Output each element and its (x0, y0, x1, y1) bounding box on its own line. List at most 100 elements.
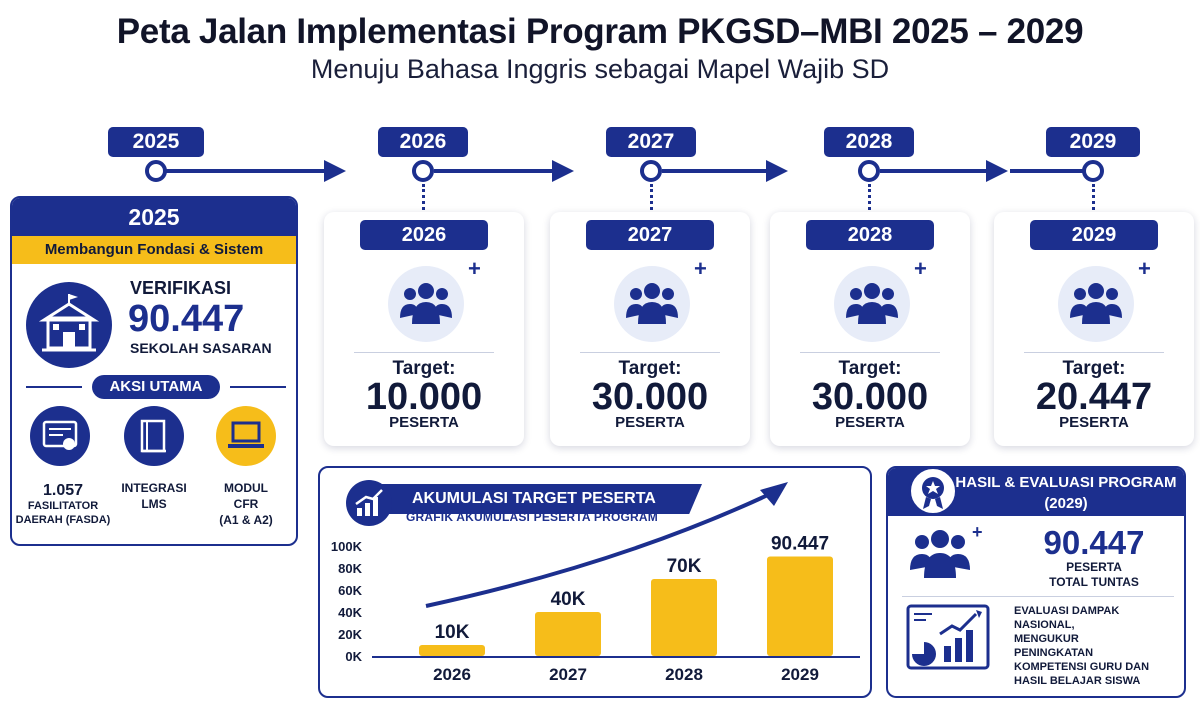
divider (1024, 352, 1164, 353)
medal-icon (908, 468, 958, 516)
target-label: Target: (838, 358, 902, 379)
bar (535, 612, 601, 656)
timeline-arrow-icon (324, 160, 346, 182)
accumulation-chart: 0K 20K 40K 60K 80K 100K 10K 2026 40K 2027 70K 2028 9… (331, 482, 860, 684)
timeline-year-2027: 2027 (606, 127, 696, 157)
divider (230, 386, 286, 388)
plus-icon: + (914, 256, 927, 281)
bar-chart-icon (346, 480, 392, 526)
divider (354, 352, 494, 353)
chart-subtitle: GRAFIK AKUMULASI PESERTA PROGRAM (406, 510, 658, 524)
action-fasda-label: FASILITATOR (27, 500, 99, 512)
timeline-year-2029: 2029 (1046, 127, 1140, 157)
x-tick-label: 2027 (549, 665, 587, 684)
target-unit: PESERTA (615, 414, 685, 431)
verify-label: VERIFIKASI (130, 278, 232, 298)
actions-title: AKSI UTAMA (92, 375, 220, 399)
timeline-year-2025: 2025 (108, 127, 204, 157)
timeline-node (1082, 160, 1104, 182)
people-icon (834, 266, 910, 342)
action-cfr-label: MODUL (224, 481, 268, 495)
result-value-sub: PESERTA TOTAL TUNTAS (1014, 560, 1174, 590)
certificate-icon (30, 406, 90, 466)
target-year: 2029 (1030, 220, 1158, 250)
data-label: 10K (435, 622, 470, 643)
plus-icon: + (1138, 256, 1151, 281)
bar (419, 645, 485, 656)
timeline-connector (1092, 184, 1095, 210)
evaluation-line: MENGUKUR (1014, 633, 1079, 645)
y-tick-label: 80K (338, 561, 362, 576)
target-value: 30.000 (591, 376, 709, 418)
action-lms-label: INTEGRASI (121, 481, 187, 495)
timeline-segment (880, 169, 988, 173)
evaluation-line: EVALUASI DAMPAK (1014, 605, 1120, 617)
divider (902, 596, 1174, 597)
target-year: 2028 (806, 220, 934, 250)
action-cfr-label: (A1 & A2) (219, 513, 273, 527)
target-year: 2026 (360, 220, 488, 250)
timeline-node (640, 160, 662, 182)
target-label: Target: (392, 358, 456, 379)
plus-icon: + (468, 256, 481, 281)
action-fasda-label: DAERAH (FASDA) (15, 514, 111, 526)
result-value-sub-line: PESERTA (1066, 560, 1122, 574)
y-tick-label: 0K (345, 649, 362, 664)
verify-unit: SEKOLAH SASARAN (130, 340, 272, 356)
divider (800, 352, 940, 353)
plus-icon: + (694, 256, 707, 281)
x-tick-label: 2028 (665, 665, 703, 684)
divider (580, 352, 720, 353)
timeline-connector (650, 184, 653, 210)
target-card-2029: 2029 + Target: 20.447 PESERTA (994, 212, 1194, 446)
evaluation-line: KOMPETENSI GURU DAN (1014, 661, 1150, 673)
timeline-year-2028: 2028 (824, 127, 914, 157)
bar (767, 556, 833, 656)
action-fasda-count: 1.057 (42, 482, 84, 499)
timeline-arrow-icon (986, 160, 1008, 182)
target-label: Target: (1062, 358, 1126, 379)
y-tick-label: 100K (331, 539, 363, 554)
svg-text:+: + (972, 526, 983, 542)
people-icon (1058, 266, 1134, 342)
timeline-connector (868, 184, 871, 210)
timeline-arrow-icon (552, 160, 574, 182)
chart-title: AKUMULASI TARGET PESERTA (382, 484, 702, 514)
evaluation-line: NASIONAL, (1014, 619, 1075, 631)
action-lms-label: LMS (141, 497, 167, 511)
phase-2025-banner: Membangun Fondasi & Sistem (12, 236, 296, 264)
people-icon (388, 266, 464, 342)
target-card-2026: 2026 + Target: 10.000 PESERTA (324, 212, 524, 446)
y-tick-label: 20K (338, 627, 362, 642)
target-unit: PESERTA (389, 414, 459, 431)
action-cfr-label: CFR (233, 497, 259, 511)
target-label: Target: (618, 358, 682, 379)
phase-2025-year: 2025 (12, 198, 296, 236)
target-unit: PESERTA (835, 414, 905, 431)
divider (26, 386, 82, 388)
evaluation-chart-icon (902, 604, 992, 681)
evaluation-text: EVALUASI DAMPAK NASIONAL, MENGUKUR PENIN… (1014, 604, 1180, 688)
target-year: 2027 (586, 220, 714, 250)
result-title: HASIL & EVALUASI PROGRAM (2029) (955, 474, 1177, 512)
data-label: 70K (667, 556, 702, 577)
target-unit: PESERTA (1059, 414, 1129, 431)
timeline-arrow-icon (766, 160, 788, 182)
x-tick-label: 2026 (433, 665, 471, 684)
y-tick-label: 60K (338, 583, 362, 598)
result-card: HASIL & EVALUASI PROGRAM (2029) + 90.447… (886, 466, 1186, 698)
school-icon (26, 282, 112, 368)
verify-value: 90.447 (128, 298, 245, 340)
accumulation-chart-card: 0K 20K 40K 60K 80K 100K 10K 2026 40K 2027 70K 2028 9… (318, 466, 872, 698)
timeline-node (145, 160, 167, 182)
people-icon (614, 266, 690, 342)
laptop-icon (216, 406, 276, 466)
evaluation-line: PENINGKATAN (1014, 647, 1094, 659)
timeline-segment (166, 169, 326, 173)
phase-2025-card: 2025 Membangun Fondasi & Sistem VERIFIKA… (10, 196, 298, 546)
trend-arrow (425, 492, 771, 608)
book-icon (124, 406, 184, 466)
timeline-segment (1010, 169, 1086, 173)
bar (651, 579, 717, 656)
target-value: 30.000 (811, 376, 929, 418)
